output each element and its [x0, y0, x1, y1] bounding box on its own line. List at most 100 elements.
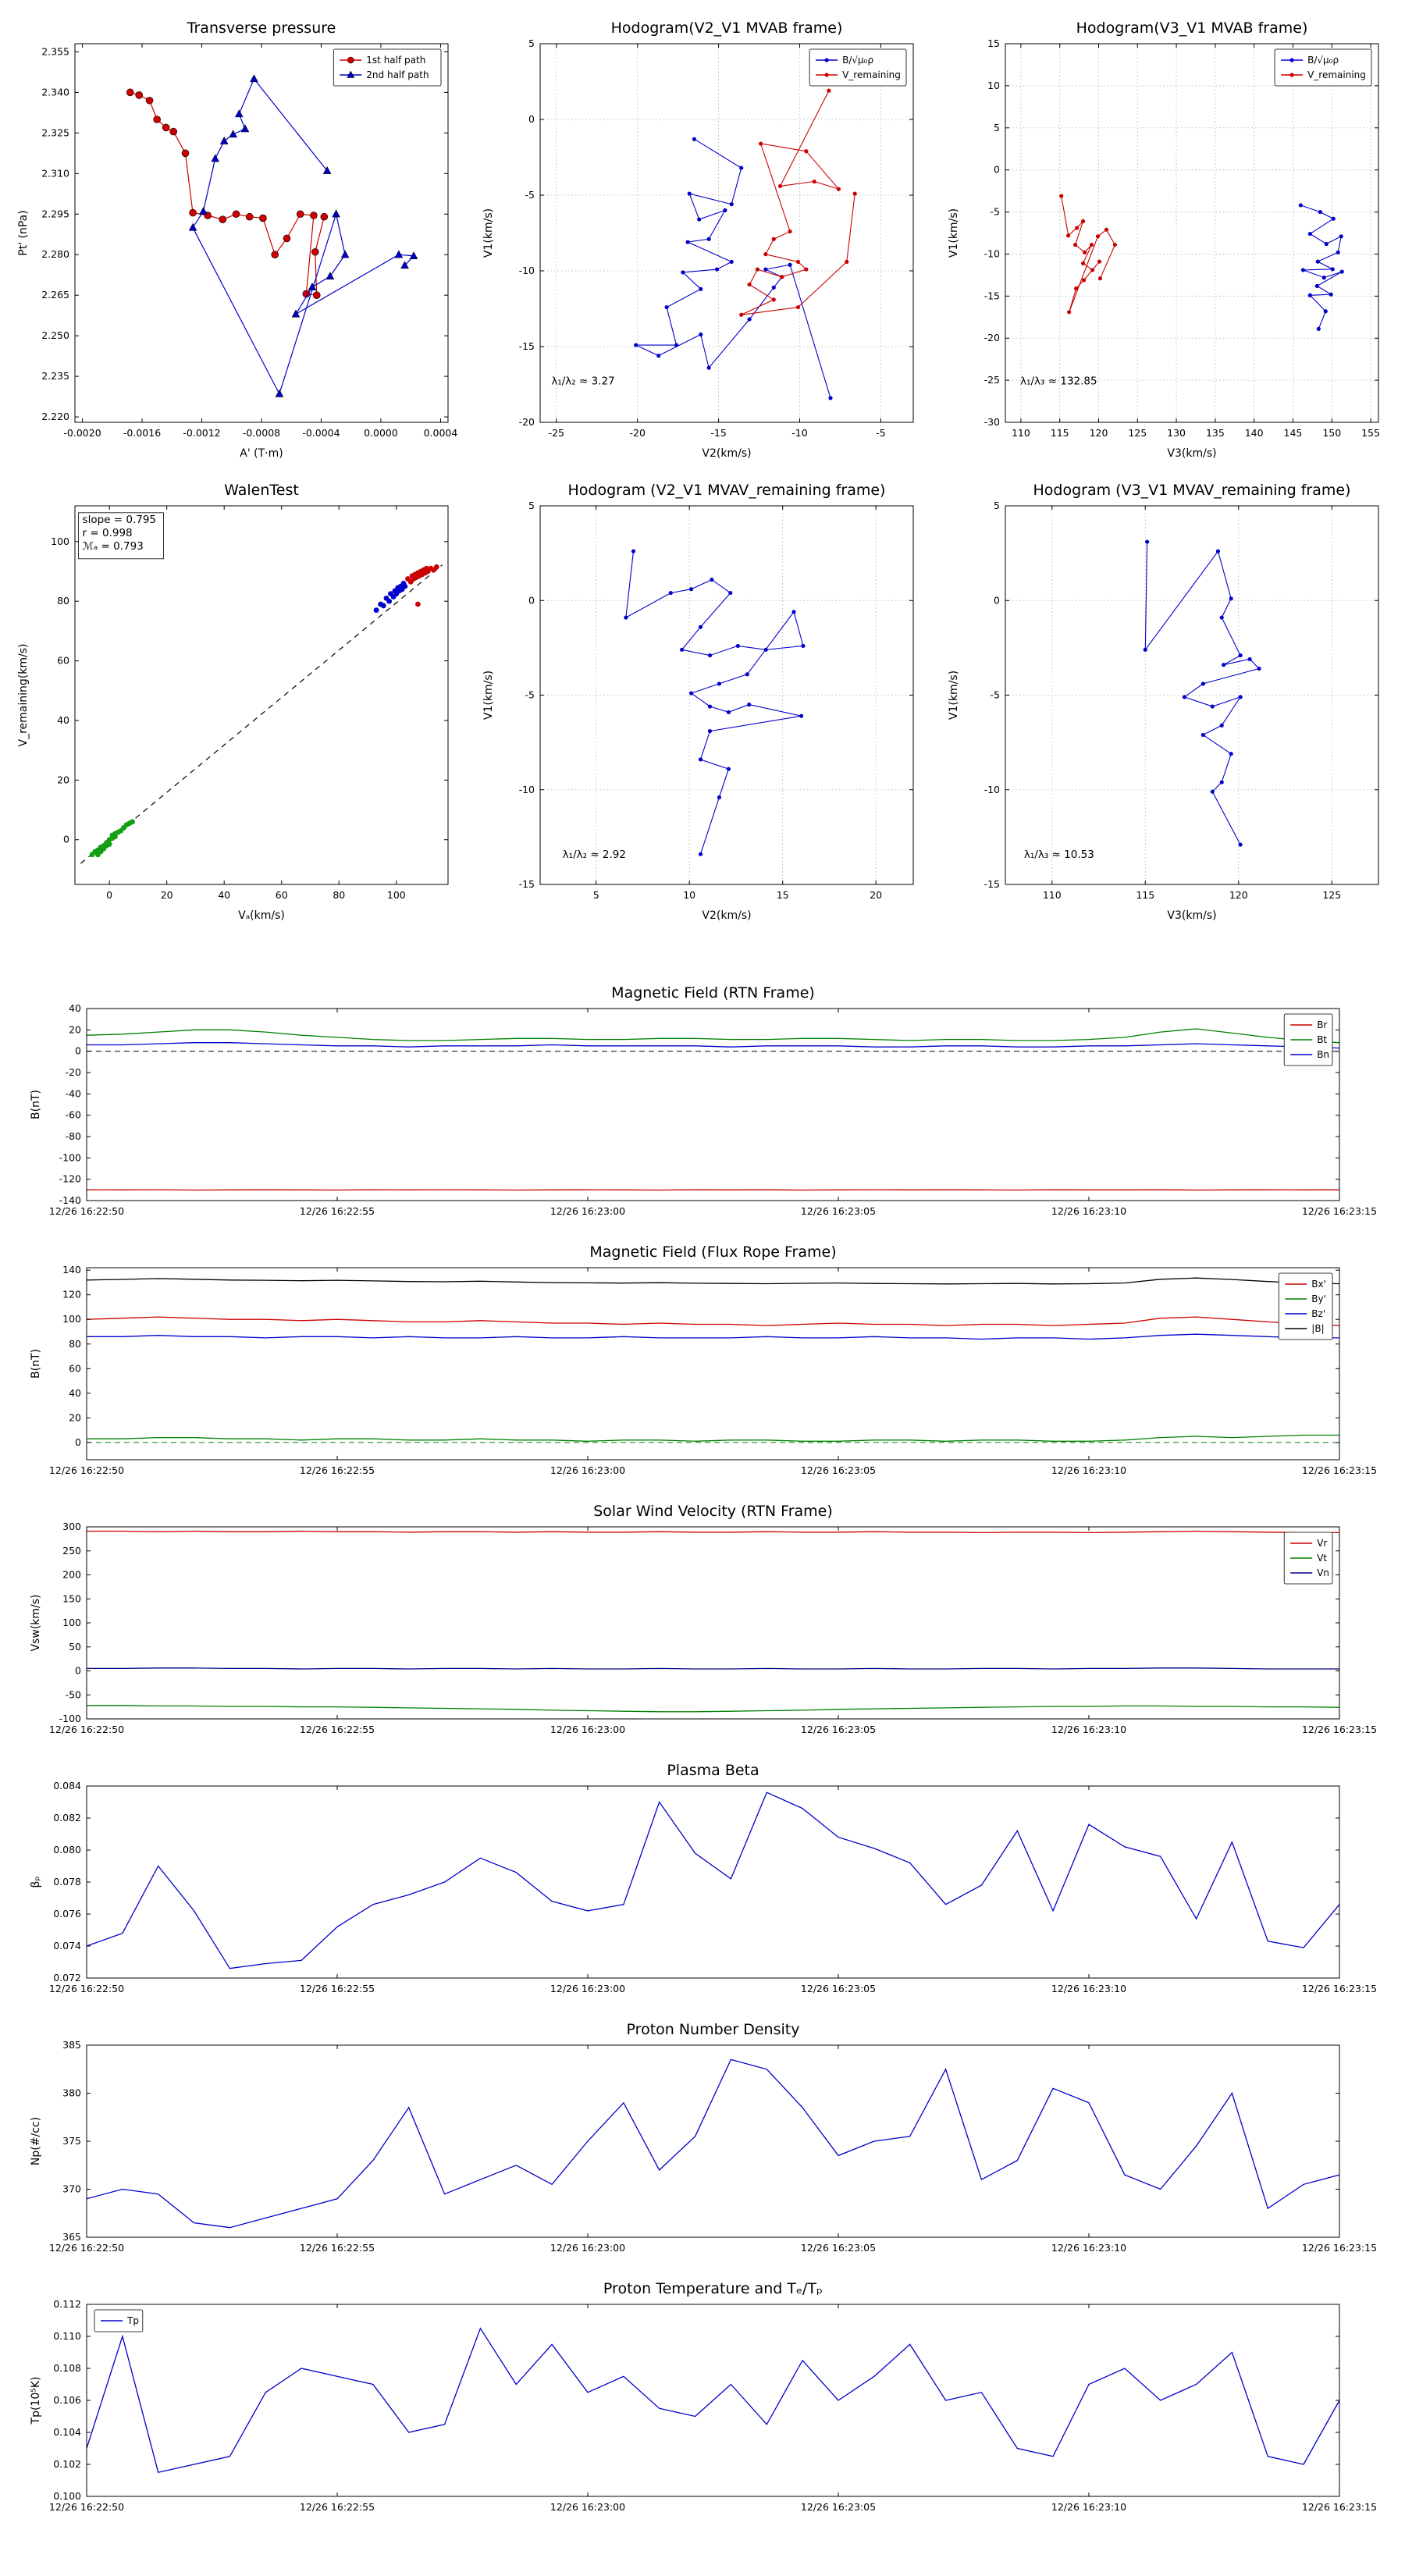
svg-text:-0.0012: -0.0012	[183, 427, 220, 439]
svg-text:115: 115	[1051, 427, 1069, 439]
svg-text:ℳₐ = 0.793: ℳₐ = 0.793	[83, 540, 144, 553]
svg-text:12/26 16:23:00: 12/26 16:23:00	[550, 1464, 625, 1476]
svg-text:Vr: Vr	[1317, 1538, 1327, 1549]
chart-title: Plasma Beta	[667, 1762, 759, 1779]
proton-temperature-svg: 12/26 16:22:50 12/26 16:22:55 12/26 16:23:…	[30, 2280, 1377, 2513]
svg-text:20: 20	[161, 889, 173, 901]
svg-text:-15: -15	[984, 878, 1000, 890]
svg-text:-10: -10	[519, 784, 535, 795]
hodogram-v3v1-mvav-svg: 110 115 120 125 5 0 -5 -10 -15 Hodogram (V3_V1 MV…	[948, 482, 1379, 922]
svg-text:12/26 16:22:55: 12/26 16:22:55	[300, 1724, 375, 1735]
svg-text:100: 100	[62, 1313, 81, 1325]
walen-test-svg: 0 20 40 60 80 100 0 20 40 60 80 100 WalenTest Vₐ(km/s…	[17, 482, 449, 922]
svg-text:135: 135	[1206, 427, 1225, 439]
y-axis-label: Pt' (nPa)	[17, 210, 30, 255]
svg-text:12/26 16:23:15: 12/26 16:23:15	[1302, 2501, 1377, 2513]
svg-text:12/26 16:23:05: 12/26 16:23:05	[801, 1205, 876, 1217]
svg-text:5: 5	[593, 889, 599, 901]
svg-text:2.220: 2.220	[41, 411, 69, 422]
chart-walen-test: 0 20 40 60 80 100 0 20 40 60 80 100 WalenTest Vₐ(km/s…	[3, 475, 468, 937]
svg-text:5: 5	[528, 37, 535, 49]
svg-text:12/26 16:23:05: 12/26 16:23:05	[801, 2501, 876, 2513]
svg-text:0.0004: 0.0004	[424, 427, 458, 439]
svg-text:0: 0	[75, 1665, 81, 1677]
svg-text:110: 110	[1012, 427, 1030, 439]
svg-text:2.250: 2.250	[41, 329, 69, 341]
svg-text:50: 50	[69, 1641, 81, 1653]
transverse-pressure-svg: -0.0020 -0.0016 -0.0012 -0.0008 -0.0004 0.000…	[17, 20, 458, 460]
svg-text:60: 60	[69, 1362, 81, 1374]
svg-text:12/26 16:22:50: 12/26 16:22:50	[49, 1724, 124, 1735]
svg-text:2nd half path: 2nd half path	[366, 69, 429, 80]
svg-text:12/26 16:22:55: 12/26 16:22:55	[300, 2242, 375, 2254]
svg-text:2.235: 2.235	[41, 370, 69, 382]
svg-text:2.340: 2.340	[41, 86, 69, 98]
svg-text:12/26 16:23:05: 12/26 16:23:05	[801, 1983, 876, 1994]
svg-text:12/26 16:22:50: 12/26 16:22:50	[49, 2501, 124, 2513]
series-Vt	[87, 1705, 1340, 1713]
x-axis-label: A' (T·m)	[240, 447, 283, 460]
svg-text:12/26 16:22:55: 12/26 16:22:55	[300, 1464, 375, 1476]
svg-text:1st half path: 1st half path	[366, 55, 425, 66]
svg-text:-50: -50	[66, 1688, 81, 1700]
hodogram-v3v1-mvab-svg: 110 115 120 125 130 135 140 145 150 155 15 10 5 0 -5 -1…	[948, 20, 1380, 460]
x-axis-label: Vₐ(km/s)	[238, 909, 285, 922]
svg-text:60: 60	[276, 889, 288, 901]
svg-text:-30: -30	[984, 416, 1000, 428]
svg-text:150: 150	[62, 1592, 81, 1604]
chart-magnetic-field-rtn: 12/26 16:22:50 12/26 16:22:55 12/26 16:23:…	[6, 980, 1388, 1240]
svg-text:140: 140	[1245, 427, 1264, 439]
svg-text:2.310: 2.310	[41, 167, 69, 179]
chart-title: Hodogram (V2_V1 MVAV_remaining frame)	[568, 482, 886, 499]
svg-text:12/26 16:23:15: 12/26 16:23:15	[1302, 1724, 1377, 1735]
series-Vn	[87, 1667, 1339, 1670]
chart-title: Magnetic Field (Flux Rope Frame)	[589, 1244, 836, 1261]
svg-text:By': By'	[1311, 1293, 1326, 1304]
legend: B/√μ₀ρ V_remaining	[809, 48, 907, 87]
svg-text:12/26 16:22:50: 12/26 16:22:50	[49, 1205, 124, 1217]
x-axis-label: V2(km/s)	[702, 447, 751, 460]
svg-text:12/26 16:22:50: 12/26 16:22:50	[49, 1983, 124, 1994]
svg-text:λ₁/λ₃ ≈ 132.85: λ₁/λ₃ ≈ 132.85	[1020, 375, 1097, 388]
legend: 1st half path 2nd half path	[333, 48, 442, 87]
svg-text:40: 40	[57, 714, 69, 726]
svg-text:375: 375	[62, 2135, 81, 2147]
chart-title: Magnetic Field (RTN Frame)	[611, 984, 815, 1002]
svg-text:12/26 16:23:05: 12/26 16:23:05	[801, 2242, 876, 2254]
chart-hodogram-v2v1-mvav: 5 10 15 20 5 0 -5 -10 -15 Hodogram (V2_V1 MVAV_re…	[468, 475, 934, 937]
chart-title: Hodogram(V3_V1 MVAB frame)	[1076, 20, 1308, 37]
svg-text:2.325: 2.325	[41, 126, 69, 138]
svg-text:5: 5	[528, 500, 535, 511]
chart-solar-wind-velocity: 12/26 16:22:50 12/26 16:22:55 12/26 16:23:…	[6, 1499, 1388, 1758]
svg-text:10: 10	[987, 80, 1000, 91]
hodogram-v2v1-mvav-svg: 5 10 15 20 5 0 -5 -10 -15 Hodogram (V2_V1 MVAV_re…	[482, 482, 914, 922]
solar-wind-velocity-rtn-svg: 12/26 16:22:50 12/26 16:22:55 12/26 16:23:…	[30, 1503, 1377, 1735]
svg-text:110: 110	[1043, 889, 1062, 901]
series-Bn	[87, 1042, 1340, 1049]
chart-hodogram-v3v1-mvab: 110 115 120 125 130 135 140 145 150 155 15 10 5 0 -5 -1…	[934, 12, 1399, 475]
svg-text:0: 0	[75, 1436, 81, 1448]
legend: Tp	[94, 2309, 144, 2332]
chart-title: Hodogram (V3_V1 MVAV_remaining frame)	[1033, 482, 1351, 499]
svg-text:15: 15	[777, 889, 789, 901]
y-axis-label: V1(km/s)	[482, 208, 495, 258]
plasma-beta-svg: 12/26 16:22:50 12/26 16:22:55 12/26 16:23:…	[30, 1762, 1377, 1994]
svg-text:10: 10	[683, 889, 695, 901]
svg-text:12/26 16:23:15: 12/26 16:23:15	[1302, 1205, 1377, 1217]
y-axis-label: Tp(10⁵K)	[30, 2377, 42, 2425]
svg-text:Vt: Vt	[1317, 1553, 1327, 1564]
svg-text:12/26 16:23:10: 12/26 16:23:10	[1051, 2501, 1126, 2513]
svg-text:-15: -15	[710, 427, 726, 439]
svg-text:B/√μ₀ρ: B/√μ₀ρ	[842, 55, 873, 66]
magnetic-field-rtn-svg: 12/26 16:22:50 12/26 16:22:55 12/26 16:23:…	[30, 984, 1377, 1217]
svg-text:12/26 16:22:55: 12/26 16:22:55	[300, 2501, 375, 2513]
svg-text:Bt: Bt	[1317, 1034, 1327, 1045]
svg-text:-0.0020: -0.0020	[63, 427, 101, 439]
svg-text:0.108: 0.108	[53, 2362, 81, 2374]
svg-text:r = 0.998: r = 0.998	[83, 527, 133, 539]
svg-text:Tp: Tp	[126, 2315, 139, 2326]
svg-text:-10: -10	[519, 265, 535, 276]
svg-text:300: 300	[62, 1521, 81, 1532]
svg-text:-25: -25	[549, 427, 564, 439]
series-walen-fit-line	[80, 564, 443, 864]
